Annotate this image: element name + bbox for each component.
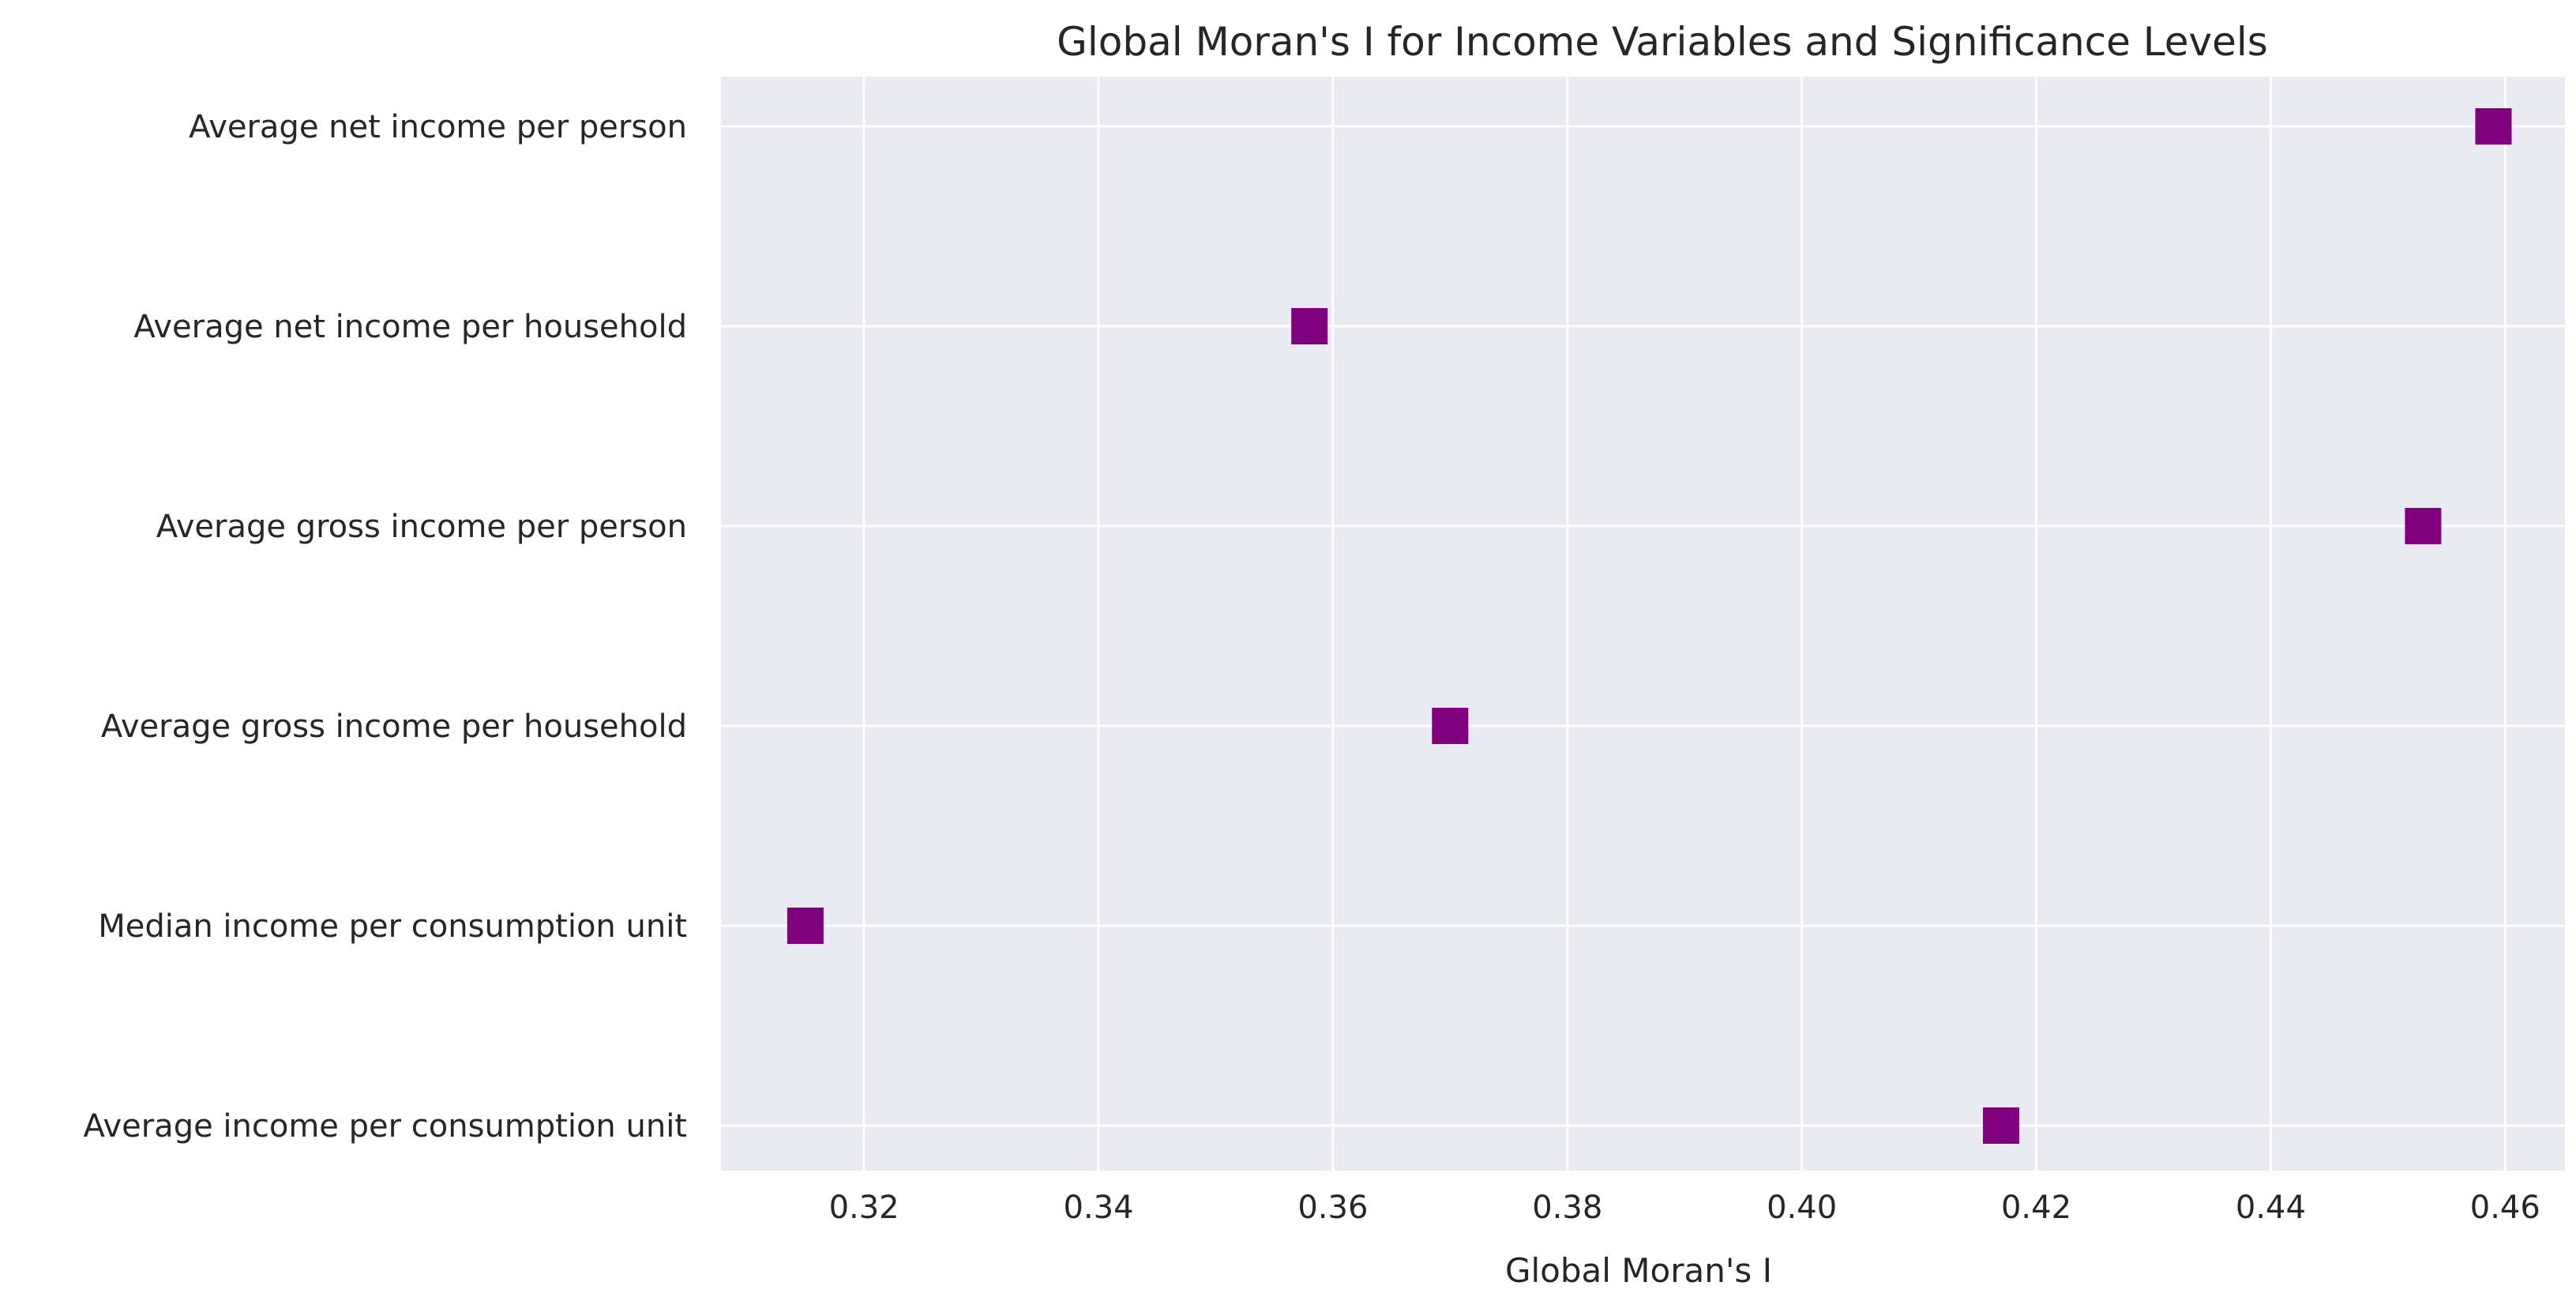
data-point-square bbox=[787, 908, 824, 944]
x-tick-label: 0.44 bbox=[2236, 1190, 2306, 1226]
x-tick-label: 0.34 bbox=[1063, 1190, 1133, 1226]
chart-title: Global Moran's I for Income Variables an… bbox=[1057, 19, 2268, 65]
x-tick-labels: 0.32 0.34 0.36 0.38 0.40 0.42 0.44 0.46 bbox=[829, 1190, 2540, 1226]
y-tick-label: Average net income per person bbox=[189, 109, 687, 145]
x-axis-label: Global Moran's I bbox=[1505, 1251, 1772, 1290]
y-tick-label: Average gross income per household bbox=[101, 709, 687, 745]
x-tick-label: 0.40 bbox=[1767, 1190, 1837, 1226]
y-tick-label: Average gross income per person bbox=[156, 509, 687, 545]
y-tick-label: Average net income per household bbox=[133, 309, 687, 345]
data-points bbox=[787, 108, 2512, 1144]
x-tick-label: 0.36 bbox=[1297, 1190, 1368, 1226]
x-tick-label: 0.46 bbox=[2470, 1190, 2540, 1226]
plot-area bbox=[721, 77, 2565, 1171]
data-point-square bbox=[1291, 308, 1328, 344]
data-point-square bbox=[1432, 708, 1469, 744]
y-tick-label: Median income per consumption unit bbox=[98, 908, 687, 945]
data-point-square bbox=[2475, 108, 2512, 145]
grid-lines bbox=[721, 77, 2565, 1171]
x-tick-label: 0.32 bbox=[829, 1190, 899, 1226]
data-point-square bbox=[1982, 1107, 2019, 1144]
x-tick-label: 0.42 bbox=[2001, 1190, 2071, 1226]
x-tick-label: 0.38 bbox=[1532, 1190, 1602, 1226]
y-tick-label: Average income per consumption unit bbox=[83, 1108, 687, 1145]
data-point-square bbox=[2405, 508, 2442, 544]
y-tick-labels: Average net income per person Average net… bbox=[83, 109, 687, 1145]
